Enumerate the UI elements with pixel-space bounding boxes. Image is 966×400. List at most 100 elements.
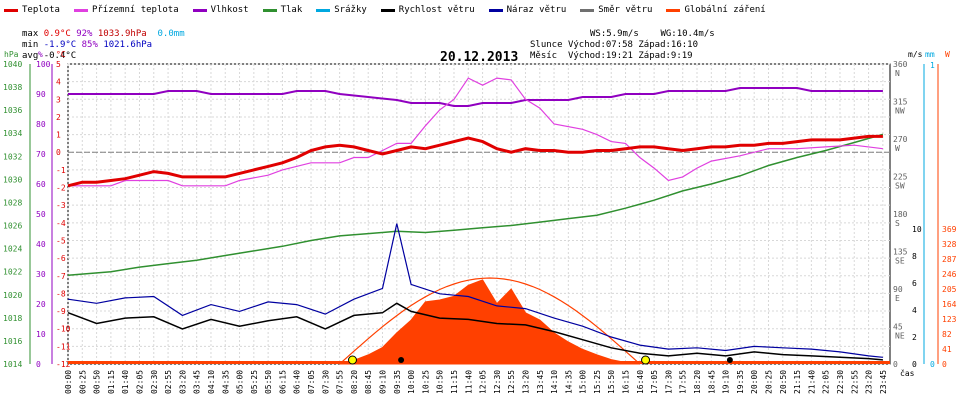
dir-tick-label: E <box>895 294 900 303</box>
hpa-tick-label: 1016 <box>3 337 22 346</box>
legend-item: Rychlost větru <box>380 3 475 17</box>
x-tick-label: 09:35 <box>393 370 402 394</box>
x-tick-label: 00:25 <box>78 370 87 394</box>
pressure-line <box>67 133 884 276</box>
legend-label: Náraz větru <box>506 5 567 15</box>
temperature-line <box>67 134 883 188</box>
legend-item: Vlhkost <box>192 3 249 17</box>
w-tick-label: 328 <box>942 240 957 249</box>
sun-rise: Východ:07:58 <box>567 40 633 50</box>
stats-max-hum: 92% <box>76 29 93 39</box>
legend-swatch <box>488 8 503 12</box>
x-tick-label: 06:40 <box>293 370 302 394</box>
temp-tick-label: -6 <box>56 254 66 263</box>
stats-min-label: min <box>22 40 39 50</box>
x-tick-label: 10:50 <box>436 370 445 394</box>
x-tick-label: 20:50 <box>779 370 788 394</box>
dir-tick-label: NW <box>895 107 905 116</box>
dir-tick-label: S <box>895 219 900 228</box>
x-tick-label: 17:30 <box>664 370 673 394</box>
w-tick-label: 369 <box>942 225 957 234</box>
dir-tick-label: 270 <box>893 135 908 144</box>
x-tick-label: 01:40 <box>121 370 130 394</box>
x-tick-label: 08:45 <box>364 370 373 394</box>
temp-tick-label: -7 <box>56 272 66 281</box>
sun-label: Slunce <box>530 40 563 50</box>
x-tick-label: 13:45 <box>536 370 545 394</box>
legend-item: Přízemní teplota <box>73 3 179 17</box>
x-tick-label: 21:15 <box>793 370 802 394</box>
x-tick-label: 20:25 <box>764 370 773 394</box>
dir-tick-label: 360 <box>893 60 908 69</box>
humidity-line <box>68 87 883 107</box>
moonrise-marker <box>726 357 733 363</box>
stats-min-max: max 0.9°C 92% 1033.9hPa 0.0mm min -1.9°C… <box>22 18 185 62</box>
x-tick-label: 05:25 <box>250 370 259 394</box>
dir-tick-label: W <box>895 144 900 153</box>
ms-tick-label: 10 <box>912 225 922 234</box>
ms-tick-label: 8 <box>912 252 917 261</box>
x-tick-label: 11:15 <box>450 370 459 394</box>
legend-item: Tlak <box>262 3 303 17</box>
x-tick-label: 11:40 <box>464 370 473 394</box>
x-tick-label: 15:25 <box>593 370 602 394</box>
temp-tick-label: -8 <box>56 289 66 298</box>
x-tick-label: 03:20 <box>178 370 187 394</box>
legend-swatch <box>380 8 395 12</box>
x-tick-label: 18:20 <box>693 370 702 394</box>
ms-tick-label: 6 <box>912 279 917 288</box>
pct-axis-title: % <box>38 50 43 59</box>
pct-tick-label: 40 <box>36 240 46 249</box>
x-tick-label: 22:30 <box>836 370 845 394</box>
x-tick-label: 09:10 <box>379 370 388 394</box>
legend-swatch <box>580 8 595 12</box>
hpa-tick-label: 1034 <box>3 129 22 138</box>
moon-label: Měsíc <box>530 51 558 61</box>
x-tick-label: 05:50 <box>264 370 273 394</box>
x-tick-label: 14:10 <box>550 370 559 394</box>
x-tick-label: 02:55 <box>164 370 173 394</box>
legend-item: Globální záření <box>666 3 766 17</box>
x-tick-label: 22:05 <box>822 370 831 394</box>
wind-speed-line <box>67 302 883 361</box>
temp-tick-label: -5 <box>56 236 66 245</box>
ms-tick-label: 0 <box>912 360 917 369</box>
w-tick-label: 123 <box>942 315 957 324</box>
mm-axis-title: mm <box>925 50 935 59</box>
baseline-bar <box>68 361 890 364</box>
legend-label: Tlak <box>280 5 303 15</box>
sunrise-marker <box>347 355 357 365</box>
sun-set: Západ:16:10 <box>638 40 698 50</box>
hpa-axis-title: hPa <box>4 50 19 59</box>
legend-swatch <box>262 8 277 12</box>
dir-tick-label: 315 <box>893 98 908 107</box>
temp-tick-label: 1 <box>56 131 61 140</box>
x-tick-label: 02:30 <box>150 370 159 394</box>
legend-item: Směr větru <box>580 3 652 17</box>
x-tick-label: 07:05 <box>307 370 316 394</box>
x-tick-label: 02:05 <box>135 370 144 394</box>
w-tick-label: 0 <box>942 360 947 369</box>
legend-item: Teplota <box>4 3 60 17</box>
legend-label: Vlhkost <box>210 5 249 15</box>
time-axis-label: čas <box>900 368 915 378</box>
x-tick-label: 00:00 <box>64 370 73 394</box>
w-tick-label: 246 <box>942 270 957 279</box>
legend-item: Srážky <box>316 3 367 17</box>
x-tick-label: 20:00 <box>750 370 759 394</box>
w-tick-label: 164 <box>942 300 957 309</box>
w-tick-label: 205 <box>942 285 957 294</box>
x-tick-label: 01:15 <box>107 370 116 394</box>
legend-swatch <box>192 8 207 12</box>
stats-ws: WS:5.9m/s <box>590 29 639 39</box>
dir-tick-label: SW <box>895 182 905 191</box>
pct-tick-label: 0 <box>36 360 41 369</box>
x-tick-label: 19:35 <box>736 370 745 394</box>
dir-tick-label: 90 <box>893 285 903 294</box>
legend-swatch <box>73 8 88 12</box>
stats-max-label: max <box>22 29 39 39</box>
hpa-tick-label: 1014 <box>3 360 22 369</box>
stats-avg-temp: -0.4°C <box>43 51 77 61</box>
temp-tick-label: 0 <box>56 148 61 157</box>
hpa-tick-label: 1026 <box>3 222 22 231</box>
